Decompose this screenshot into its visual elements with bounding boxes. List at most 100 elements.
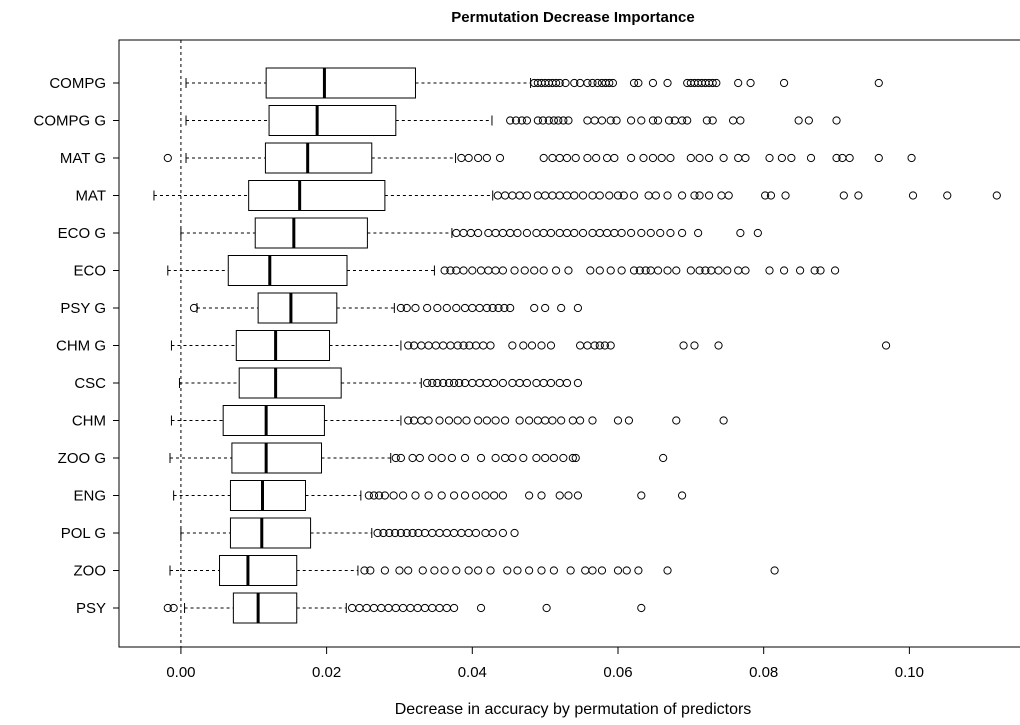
- outlier-point: [646, 228, 655, 238]
- outlier-point: [446, 341, 455, 350]
- outlier-point: [570, 228, 579, 238]
- outlier-point: [583, 78, 592, 88]
- outlier-point: [583, 153, 592, 163]
- outlier-point: [498, 228, 507, 238]
- outlier-point: [672, 416, 681, 425]
- iqr-box: [248, 180, 386, 211]
- outlier-point: [500, 303, 509, 313]
- outlier-point: [533, 191, 542, 200]
- outlier-point: [810, 266, 819, 275]
- outlier-point: [653, 266, 663, 275]
- outlier-point: [634, 566, 643, 575]
- outlier-point: [440, 266, 449, 275]
- outlier-point: [491, 228, 500, 238]
- outlier-point: [380, 566, 389, 575]
- outlier-point: [517, 116, 526, 125]
- outlier-point: [468, 266, 477, 275]
- outlier-point: [562, 378, 572, 388]
- outlier-point: [712, 78, 721, 88]
- box-eco-g: [180, 217, 762, 249]
- outlier-point: [639, 153, 648, 163]
- outlier-point: [653, 116, 663, 125]
- outlier-point: [602, 228, 612, 238]
- outlier-point: [634, 78, 643, 88]
- outlier-point: [449, 491, 459, 500]
- iqr-box: [219, 555, 298, 586]
- outlier-point: [714, 266, 723, 275]
- outlier-point: [396, 453, 406, 463]
- box-mat-g: [163, 142, 916, 174]
- outlier-point: [586, 266, 595, 275]
- outlier-point: [651, 191, 660, 200]
- category-label: COMPG G: [33, 113, 106, 130]
- outlier-point: [781, 191, 790, 200]
- outlier-point: [595, 266, 604, 275]
- outlier-point: [452, 228, 461, 238]
- outlier-point: [544, 116, 553, 125]
- outlier-point: [452, 566, 461, 575]
- outlier-point: [508, 453, 517, 463]
- plot-area: [153, 40, 1001, 647]
- outlier-point: [520, 266, 529, 275]
- outlier-point: [690, 191, 699, 200]
- outlier-point: [695, 266, 704, 275]
- outlier-point: [424, 416, 433, 425]
- outlier-point: [464, 153, 473, 163]
- category-label: PSY: [76, 600, 106, 617]
- outlier-point: [369, 603, 379, 613]
- outlier-point: [573, 303, 583, 313]
- outlier-point: [515, 416, 524, 425]
- outlier-point: [500, 191, 510, 200]
- outlier-point: [486, 566, 495, 575]
- category-label: ZOO G: [58, 450, 106, 467]
- outlier-point: [734, 153, 743, 163]
- outlier-point: [360, 566, 369, 575]
- outlier-point: [355, 603, 364, 613]
- outlier-point: [455, 378, 464, 388]
- outlier-point: [555, 191, 564, 200]
- outlier-point: [537, 491, 546, 500]
- outlier-point: [525, 416, 534, 425]
- outlier-point: [476, 603, 486, 613]
- outlier-point: [366, 566, 375, 575]
- outlier-point: [459, 266, 468, 275]
- outlier-point: [571, 153, 580, 163]
- outlier-point: [444, 416, 454, 425]
- outlier-point: [588, 228, 597, 238]
- box-mat: [153, 180, 1001, 211]
- outlier-point: [447, 453, 457, 463]
- outlier-point: [571, 453, 580, 463]
- outlier-point: [385, 528, 394, 538]
- category-label: CHM: [72, 413, 106, 430]
- box-chm-g: [170, 330, 891, 361]
- outlier-point: [627, 153, 636, 163]
- outlier-point: [481, 491, 490, 500]
- outlier-point: [573, 378, 583, 388]
- outlier-point: [664, 116, 674, 125]
- outlier-point: [854, 191, 863, 200]
- outlier-point: [484, 228, 493, 238]
- box-eco: [167, 255, 840, 286]
- outlier-point: [519, 453, 528, 463]
- outlier-point: [495, 153, 505, 163]
- outlier-point: [525, 491, 534, 500]
- outlier-point: [541, 303, 550, 313]
- outlier-point: [498, 378, 507, 388]
- outlier-point: [396, 528, 406, 538]
- outlier-point: [562, 191, 572, 200]
- outlier-point: [770, 566, 779, 575]
- outlier-point: [548, 416, 557, 425]
- outlier-point: [437, 453, 446, 463]
- outlier-point: [414, 528, 423, 538]
- x-tick-label: 0.04: [458, 664, 487, 681]
- outlier-point: [657, 153, 666, 163]
- outlier-point: [588, 191, 597, 200]
- outlier-point: [555, 78, 564, 88]
- outlier-point: [475, 303, 484, 313]
- outlier-point: [538, 116, 548, 125]
- outlier-point: [541, 453, 550, 463]
- category-label: ENG: [73, 488, 106, 505]
- outlier-point: [435, 528, 444, 538]
- outlier-point: [546, 378, 556, 388]
- outlier-point: [440, 566, 449, 575]
